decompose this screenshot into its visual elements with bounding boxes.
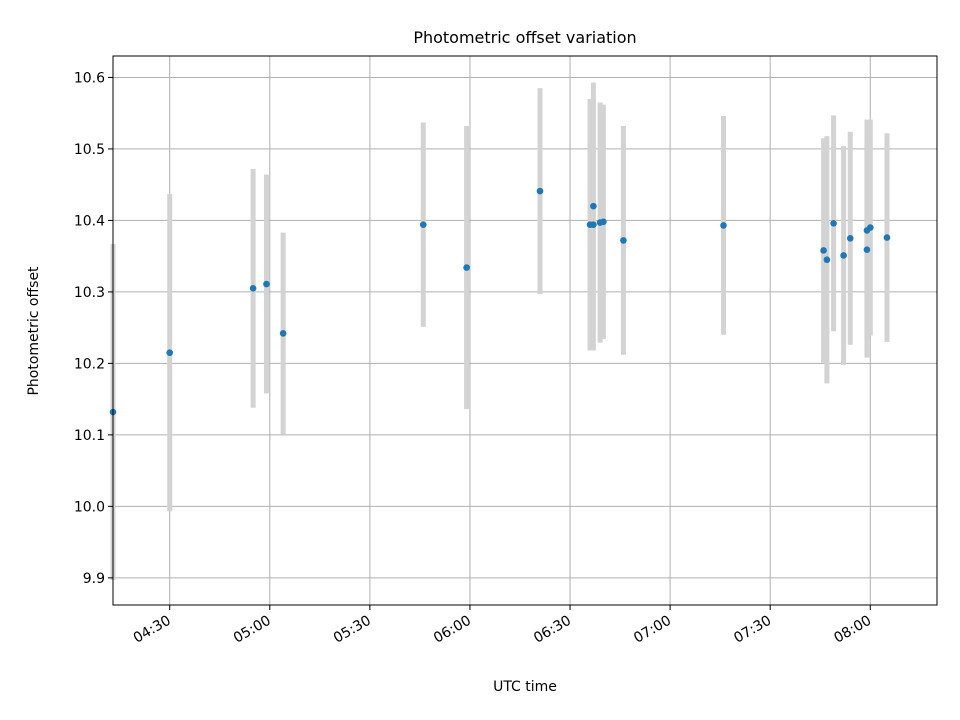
data-point	[463, 264, 470, 271]
y-axis: 9.9 10.0 10.1 10.2 10.3 10.4 10.5 10.6	[74, 70, 113, 587]
data-point	[263, 280, 270, 288]
y-tick-label: 10.4	[74, 213, 105, 229]
data-point	[249, 285, 257, 292]
grid	[113, 56, 937, 605]
data-point	[840, 252, 847, 259]
y-tick-label: 10.2	[74, 356, 105, 372]
data-point	[823, 256, 831, 264]
data-point	[620, 237, 627, 244]
data-point	[830, 219, 837, 227]
y-tick-label: 9.9	[83, 571, 105, 587]
y-tick-label: 10.3	[74, 285, 105, 301]
data-point	[590, 202, 597, 210]
x-axis-label: UTC time	[493, 679, 557, 695]
data-point	[419, 221, 427, 229]
data-point	[720, 222, 727, 229]
data-points	[109, 187, 891, 416]
y-tick-label: 10.1	[74, 428, 105, 444]
data-point	[590, 221, 597, 229]
data-point	[820, 247, 827, 254]
data-point	[866, 224, 874, 231]
y-tick-label: 10.6	[74, 70, 105, 86]
plot-frame	[112, 55, 938, 606]
y-axis-label: Photometric offset	[26, 266, 42, 396]
y-tick-label: 10.0	[74, 499, 105, 515]
data-point	[863, 246, 871, 254]
data-point	[600, 218, 607, 226]
data-point	[883, 234, 891, 241]
data-point	[166, 349, 174, 356]
data-point	[536, 187, 544, 195]
data-point	[846, 234, 854, 242]
y-tick-label: 10.5	[74, 142, 105, 158]
chart-title: Photometric offset variation	[413, 28, 636, 47]
data-point	[279, 330, 287, 337]
